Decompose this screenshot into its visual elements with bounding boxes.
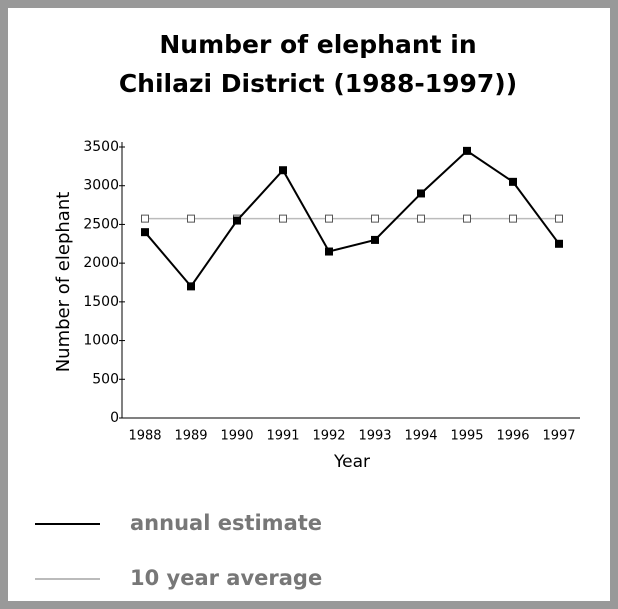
x-tick-label: 1990	[220, 429, 253, 444]
x-tick-label: 1997	[542, 429, 575, 444]
point-marker	[325, 214, 333, 223]
point-marker	[141, 228, 149, 237]
point-marker	[463, 146, 471, 155]
y-axis-label: Number of elephant	[53, 192, 74, 373]
point-marker	[141, 214, 149, 223]
point-marker	[233, 216, 241, 225]
y-tick-label: 2000	[83, 255, 119, 271]
y-tick-label: 2500	[83, 216, 119, 232]
point-marker	[279, 166, 287, 175]
legend-label: 10 year average	[130, 566, 322, 590]
y-tick-label: 3000	[83, 178, 119, 194]
y-tick-label: 3500	[83, 139, 119, 155]
point-marker	[187, 282, 195, 291]
point-marker	[555, 239, 563, 248]
point-marker	[509, 177, 517, 186]
legend-label: annual estimate	[130, 511, 322, 535]
x-tick-label: 1992	[312, 429, 345, 444]
chart-title: Number of elephant in	[159, 30, 476, 59]
x-tick-label: 1991	[266, 429, 299, 444]
series-line	[144, 149, 560, 289]
point-marker	[463, 214, 471, 223]
x-axis-label: Year	[333, 452, 370, 472]
x-tick-label: 1993	[358, 429, 391, 444]
x-tick-label: 1989	[174, 429, 207, 444]
point-marker	[555, 214, 563, 223]
x-tick-label: 1994	[404, 429, 437, 444]
chart-title: Chilazi District (1988-1997))	[119, 69, 517, 98]
point-marker	[371, 235, 379, 244]
point-marker	[325, 247, 333, 256]
y-tick-label: 1500	[83, 294, 119, 310]
point-marker	[371, 214, 379, 223]
x-tick-label: 1996	[496, 429, 529, 444]
point-marker	[417, 214, 425, 223]
point-marker	[417, 189, 425, 198]
x-tick-label: 1988	[128, 429, 161, 444]
y-tick-label: 500	[92, 371, 119, 387]
x-tick-label: 1995	[450, 429, 483, 444]
point-marker	[279, 214, 287, 223]
point-marker	[509, 214, 517, 223]
y-tick-label: 0	[110, 410, 119, 426]
point-marker	[187, 214, 195, 223]
y-tick-label: 1000	[83, 333, 119, 349]
